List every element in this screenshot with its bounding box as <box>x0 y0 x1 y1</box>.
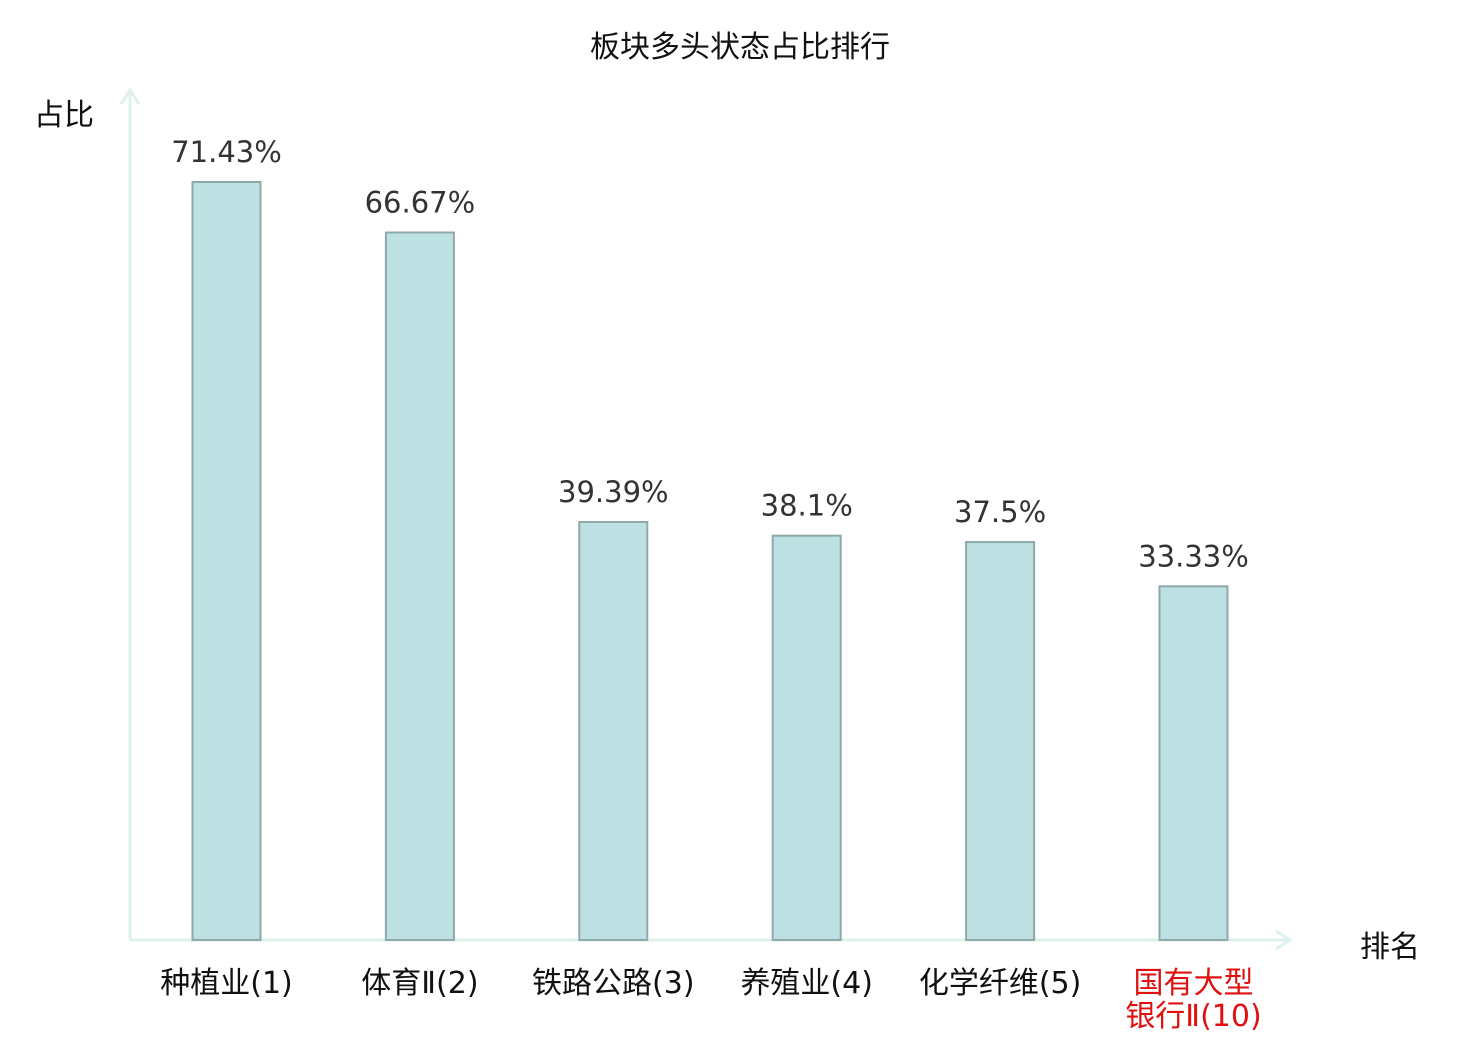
x-axis-label: 排名 <box>1360 930 1420 965</box>
category-label: 体育Ⅱ(2) <box>361 966 478 1001</box>
bar <box>578 521 649 942</box>
category-label: 化学纤维(5) <box>919 966 1082 1001</box>
category-label: 国有大型银行Ⅱ(10) <box>1125 966 1261 1034</box>
bar <box>1158 585 1229 942</box>
category-label: 铁路公路(3) <box>532 966 695 1001</box>
value-label: 39.39% <box>558 475 669 509</box>
value-label: 37.5% <box>954 495 1046 529</box>
value-label: 66.67% <box>365 186 476 220</box>
category-labels: 种植业(1) 体育Ⅱ(2) 铁路公路(3) 养殖业(4) 化学纤维(5) 国有大型银行Ⅱ(… <box>160 966 1261 1034</box>
x-axis-arrow-icon <box>1275 929 1293 951</box>
axes <box>119 87 1293 951</box>
value-label: 71.43% <box>171 135 282 169</box>
bar <box>191 181 262 941</box>
bars <box>191 181 1229 942</box>
category-label: 种植业(1) <box>160 966 293 1001</box>
value-label: 38.1% <box>761 489 853 523</box>
bar <box>771 534 842 941</box>
value-labels: 71.43% 66.67% 39.39% 38.1% 37.5% 33.33% <box>171 135 1249 573</box>
bar <box>965 541 1036 942</box>
value-label: 33.33% <box>1138 539 1249 573</box>
chart-title: 板块多头状态占比排行 <box>590 30 890 65</box>
y-axis-label: 占比 <box>34 98 94 133</box>
category-label: 养殖业(4) <box>740 966 873 1001</box>
bar <box>384 231 455 942</box>
y-axis-arrow-icon <box>119 87 141 105</box>
